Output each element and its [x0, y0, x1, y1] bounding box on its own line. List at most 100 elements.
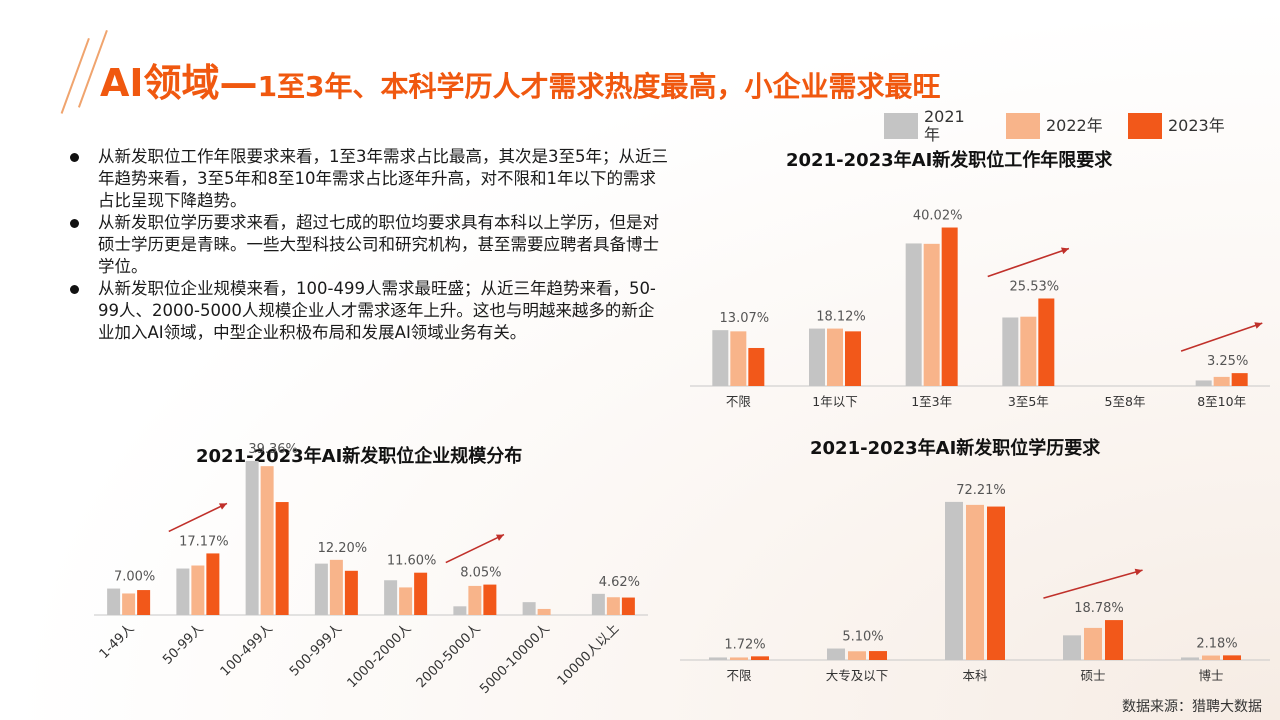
bar-2021年-不限 [709, 657, 727, 660]
bar-2022年-1-49人 [122, 593, 136, 615]
bar-2022年-大专及以下 [848, 651, 866, 660]
data-label: 72.21% [956, 483, 1006, 498]
legend-label: 2022年 [1046, 116, 1103, 135]
bar-2023年-不限 [751, 656, 769, 660]
x-tick-label: 1年以下 [812, 394, 857, 409]
trend-arrow-line [1043, 569, 1143, 599]
x-tick-label: 50-99人 [160, 621, 207, 668]
x-tick-label: 3至5年 [1008, 394, 1049, 409]
bar-2021年-不限 [712, 330, 729, 386]
data-label: 39.36% [248, 442, 298, 457]
data-label: 5.10% [842, 630, 883, 645]
data-label: 7.00% [114, 570, 155, 585]
decorative-slash [60, 38, 90, 114]
bar-2023年-1-49人 [137, 590, 151, 615]
bar-2022年-5000-10000人 [537, 608, 551, 615]
x-tick-label: 8至10年 [1197, 394, 1246, 409]
bar-2021年-10000人以上 [591, 593, 605, 615]
trend-arrow-line [987, 247, 1070, 278]
bar-2021年-3至5年 [1002, 317, 1019, 386]
x-tick-label: 博士 [1198, 668, 1223, 683]
bar-2022年-50-99人 [191, 565, 205, 615]
bar-2021年-1年以下 [809, 328, 825, 386]
summary-bullets: 从新发职位工作年限要求来看，1至3年需求占比最高，其次是3至5年；从近三年趋势来… [68, 146, 668, 344]
trend-arrow-head [1254, 322, 1263, 329]
company-chart-title: 2021-2023年AI新发职位企业规模分布 [196, 446, 523, 467]
trend-arrow-head [218, 503, 227, 510]
bar-2021年-50-99人 [176, 568, 190, 615]
bar-2023年-大专及以下 [869, 651, 887, 660]
trend-arrow-head [1134, 568, 1143, 576]
bullet-company-size: 从新发职位企业规模来看，100-499人需求最旺盛；从近三年趋势来看，50-99… [68, 278, 668, 344]
data-label: 8.05% [460, 566, 501, 581]
legend-swatch [1128, 113, 1162, 139]
education-chart: 不限 大专及以下 本科 硕士 博士 1.72% 5.10% 72.21% 18.78% 2.18% [680, 483, 1270, 683]
bar-2023年-500-999人 [344, 570, 358, 615]
data-label: 12.20% [318, 541, 368, 556]
bar-2022年-本科 [966, 504, 984, 660]
trend-arrow-head [495, 534, 504, 541]
bar-2023年-博士 [1223, 655, 1241, 660]
bullet-education: 从新发职位学历要求来看，超过七成的职位均要求具有本科以上学历，但是对硕士学历更是… [68, 212, 668, 278]
education-chart-title: 2021-2023年AI新发职位学历要求 [810, 438, 1101, 459]
data-label: 4.62% [599, 575, 640, 590]
chart-legend: 2021年 2022年 2023年 [884, 108, 1225, 144]
bar-2023年-8至10年 [1231, 373, 1248, 386]
data-label: 18.78% [1074, 601, 1124, 616]
bar-2022年-硕士 [1084, 627, 1102, 660]
x-tick-label: 本科 [962, 668, 988, 683]
bar-2023年-10000人以上 [621, 597, 635, 615]
x-tick-label: 100-499人 [218, 621, 276, 679]
x-tick-label: 1至3年 [911, 394, 952, 409]
bar-2023年-50-99人 [206, 553, 220, 615]
bar-2023年-2000-5000人 [483, 584, 497, 615]
data-label: 3.25% [1207, 354, 1248, 369]
bar-2023年-1000-2000人 [414, 572, 428, 615]
bar-2023年-本科 [987, 506, 1005, 660]
bar-2021年-硕士 [1063, 635, 1081, 660]
bar-2021年-5000-10000人 [522, 602, 536, 615]
bar-2022年-1000-2000人 [399, 587, 413, 615]
trend-arrow-line [168, 502, 228, 533]
bar-2023年-3至5年 [1038, 298, 1055, 386]
experience-chart-title: 2021-2023年AI新发职位工作年限要求 [786, 150, 1113, 171]
x-tick-label: 10000人以上 [555, 621, 622, 688]
bar-2021年-大专及以下 [827, 648, 845, 660]
bar-2023年-1年以下 [845, 331, 861, 386]
bar-2022年-不限 [730, 331, 747, 386]
page-title: AI领域—1至3年、本科学历人才需求热度最高，小企业需求最旺 [100, 52, 941, 107]
data-label: 1.72% [724, 637, 765, 652]
legend-swatch [884, 113, 918, 139]
data-label: 11.60% [387, 554, 437, 569]
bullet-experience: 从新发职位工作年限要求来看，1至3年需求占比最高，其次是3至5年；从近三年趋势来… [68, 146, 668, 212]
bar-2022年-10000人以上 [606, 597, 620, 615]
bar-2023年-硕士 [1105, 620, 1123, 660]
bar-2021年-8至10年 [1195, 380, 1212, 386]
bar-2022年-1至3年 [923, 243, 940, 386]
x-tick-label: 不限 [726, 394, 752, 409]
legend-label: 2021年 [924, 107, 965, 144]
x-tick-label: 500-999人 [287, 621, 345, 679]
bar-2021年-1至3年 [905, 243, 922, 386]
x-tick-label: 2000-5000人 [414, 621, 484, 691]
bar-2021年-博士 [1181, 657, 1199, 660]
legend-item-2022: 2022年 [1006, 112, 1106, 140]
trend-arrow-head [1060, 247, 1069, 255]
bar-2022年-100-499人 [260, 466, 274, 615]
page-title-subtitle: 1至3年、本科学历人才需求热度最高，小企业需求最旺 [257, 70, 941, 103]
bar-2021年-本科 [945, 501, 963, 660]
legend-swatch [1006, 113, 1040, 139]
bar-2023年-100-499人 [275, 502, 289, 615]
bar-2023年-1至3年 [941, 227, 958, 386]
company-size-chart: 1-49人 50-99人 100-499人 500-999人 1000-2000人 200… [94, 442, 648, 697]
bar-2021年-500-999人 [314, 563, 328, 615]
page-title-main: AI领域— [100, 61, 258, 105]
data-label: 40.02% [913, 209, 963, 224]
x-tick-label: 1000-2000人 [345, 621, 415, 691]
bar-2021年-2000-5000人 [453, 606, 467, 615]
legend-item-2023: 2023年 [1128, 112, 1228, 140]
data-label: 13.07% [720, 311, 770, 326]
bar-2021年-1-49人 [107, 588, 121, 615]
data-label: 25.53% [1010, 279, 1060, 294]
bar-2022年-2000-5000人 [468, 585, 482, 615]
